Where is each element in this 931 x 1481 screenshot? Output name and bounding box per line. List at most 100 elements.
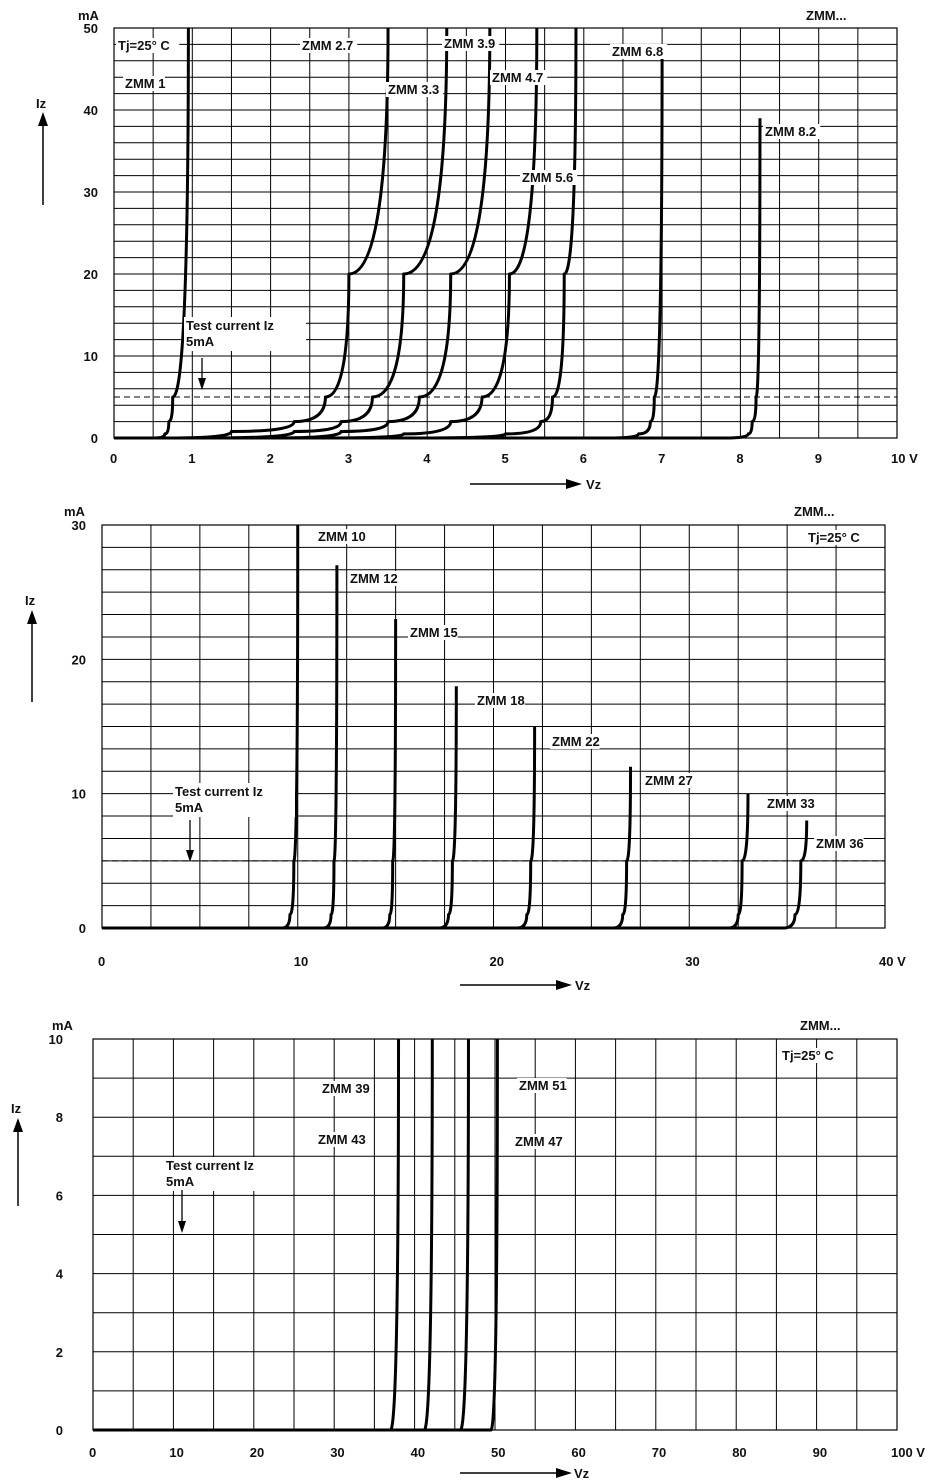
annotations: ZMM 39 ZMM 43 ZMM 47 ZMM 51 Tj=25° C Test cur… — [93, 1048, 897, 1235]
series-label: ZMM 36 — [816, 836, 864, 851]
y-axis-label: Iz — [36, 96, 47, 111]
series-label: ZMM 2.7 — [302, 38, 353, 53]
series-curve-zmm-8-2 — [113, 118, 762, 440]
y-tick-label: 10 — [72, 787, 86, 802]
series-label-bg — [386, 82, 444, 97]
y-tick-label: 0 — [91, 431, 98, 446]
y-tick-label: 4 — [56, 1267, 64, 1282]
y-tick-label: 10 — [84, 349, 98, 364]
y-tick-label: 8 — [56, 1110, 63, 1125]
series-label-bg — [517, 1078, 567, 1093]
series-label: ZMM 22 — [552, 734, 600, 749]
series-label: ZMM 4.7 — [492, 70, 543, 85]
test-current-label: Test current Iz — [186, 318, 274, 333]
y-tick-label: 0 — [56, 1423, 63, 1438]
series-label: ZMM 18 — [477, 693, 525, 708]
test-current-arrowhead — [186, 850, 194, 862]
ticks: 0 1 2 3 4 5 6 7 8 9 10 V 0 10 20 30 40 50 — [84, 21, 919, 466]
chart-zmm-mid-voltage: mA ZMM... Iz Vz 0 10 20 30 40 V 0 10 20 30 ZMM 1… — [25, 504, 906, 993]
x-tick-label: 0 — [110, 451, 117, 466]
series-label: ZMM 47 — [515, 1134, 563, 1149]
x-tick-label: 6 — [580, 451, 587, 466]
series-label: ZMM 8.2 — [765, 124, 816, 139]
series-label-bg — [316, 1132, 366, 1147]
series-label: ZMM 43 — [318, 1132, 366, 1147]
series-curve-zmm-36 — [101, 820, 809, 930]
series-label-bg — [123, 76, 165, 91]
series-label-bg — [763, 124, 821, 139]
test-current-label-bg — [184, 317, 306, 351]
y-unit-label: mA — [78, 8, 100, 23]
series-label: ZMM 6.8 — [612, 44, 663, 59]
y-unit-label: mA — [64, 504, 86, 519]
series-label-bg — [408, 625, 458, 640]
series-label-bg — [490, 70, 548, 85]
y-tick-label: 50 — [84, 21, 98, 36]
y-tick-label: 0 — [79, 921, 86, 936]
x-tick-label: 0 — [98, 954, 105, 969]
y-axis-label: Iz — [11, 1101, 22, 1116]
x-axis-arrowhead — [556, 980, 572, 990]
series-label-bg — [520, 170, 578, 185]
series-label-bg — [348, 571, 398, 586]
x-axis-arrowhead — [566, 479, 582, 489]
series-label: ZMM 10 — [318, 529, 366, 544]
test-current-value-label: 5mA — [166, 1174, 195, 1189]
test-current-label: Test current Iz — [166, 1158, 254, 1173]
test-current-label-bg — [164, 1157, 286, 1191]
test-current-arrowhead — [198, 378, 206, 390]
series-label-bg — [300, 38, 358, 53]
series-label-bg — [442, 36, 500, 51]
grid — [113, 27, 898, 439]
test-current-value-label: 5mA — [186, 334, 215, 349]
series-label-bg — [610, 44, 668, 59]
x-tick-label: 10 — [294, 954, 308, 969]
x-tick-label: 80 — [732, 1445, 746, 1460]
y-axis-arrowhead — [38, 112, 48, 126]
ticks: 0 10 20 30 40 50 60 70 80 90 100 V 0 2 4 6 8 10 — [49, 1032, 926, 1460]
x-tick-label: 9 — [815, 451, 822, 466]
series-label: ZMM 5.6 — [522, 170, 573, 185]
annotations: ZMM 1 ZMM 2.7 ZMM 3.3 ZMM 3.9 ZMM 4.7 ZMM 5.6… — [114, 36, 897, 398]
x-tick-label: 10 — [169, 1445, 183, 1460]
x-tick-label: 20 — [490, 954, 504, 969]
series-label-bg — [513, 1134, 563, 1149]
y-tick-label: 6 — [56, 1188, 63, 1203]
x-axis-label: Vz — [586, 477, 602, 492]
series-label: ZMM 39 — [322, 1081, 370, 1096]
series-label: ZMM 1 — [125, 76, 165, 91]
x-tick-label: 30 — [685, 954, 699, 969]
x-tick-label: 40 V — [879, 954, 906, 969]
series-label-bg — [316, 529, 366, 544]
series-label: ZMM 33 — [767, 796, 815, 811]
x-tick-label: 10 V — [891, 451, 918, 466]
x-tick-label: 2 — [267, 451, 274, 466]
y-axis-arrowhead — [13, 1118, 23, 1132]
y-unit-label: mA — [52, 1018, 74, 1033]
x-tick-label: 40 — [411, 1445, 425, 1460]
y-tick-label: 40 — [84, 103, 98, 118]
test-current-value-label: 5mA — [175, 800, 204, 815]
series — [93, 1038, 499, 1432]
chart-title: ZMM... — [794, 504, 834, 519]
x-tick-label: 90 — [813, 1445, 827, 1460]
series-label-bg — [643, 773, 693, 788]
series-label: ZMM 12 — [350, 571, 398, 586]
y-tick-label: 20 — [72, 652, 86, 667]
condition-label: Tj=25° C — [808, 530, 860, 545]
condition-label-bg — [806, 530, 870, 545]
x-axis-label: Vz — [574, 1466, 590, 1481]
x-tick-label: 4 — [423, 451, 431, 466]
y-tick-label: 30 — [84, 185, 98, 200]
x-tick-label: 3 — [345, 451, 352, 466]
y-tick-label: 2 — [56, 1345, 63, 1360]
x-tick-label: 8 — [736, 451, 743, 466]
series — [113, 27, 762, 440]
test-current-arrowhead — [178, 1221, 186, 1233]
x-axis-label: Vz — [575, 978, 591, 993]
y-tick-label: 20 — [84, 267, 98, 282]
x-axis-arrowhead — [556, 1468, 572, 1478]
test-current-label-bg — [173, 783, 295, 817]
x-tick-label: 60 — [571, 1445, 585, 1460]
x-tick-label: 100 V — [891, 1445, 925, 1460]
